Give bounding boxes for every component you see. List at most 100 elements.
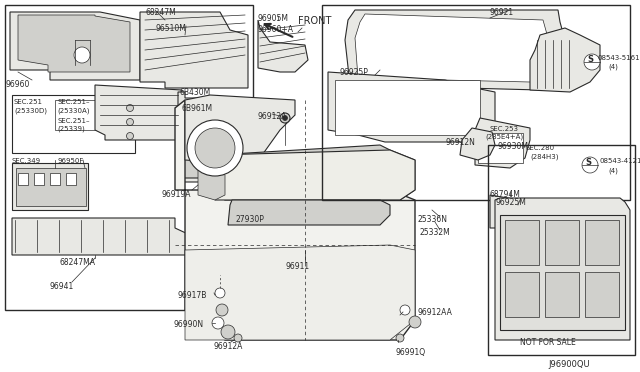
Text: J96900QU: J96900QU — [548, 360, 589, 369]
Circle shape — [282, 115, 287, 121]
Text: 96912A: 96912A — [213, 342, 243, 351]
Bar — [12, 95, 135, 153]
Bar — [335, 80, 480, 135]
Text: 96990N: 96990N — [174, 320, 204, 329]
Circle shape — [195, 128, 235, 168]
Text: 96950F: 96950F — [58, 158, 84, 164]
Bar — [585, 272, 619, 317]
Polygon shape — [198, 165, 225, 200]
Bar — [16, 168, 86, 206]
Text: FRONT: FRONT — [298, 16, 332, 26]
Bar — [66, 173, 76, 185]
Bar — [585, 220, 619, 265]
Bar — [55, 100, 130, 130]
Polygon shape — [175, 100, 415, 340]
Text: (25330A): (25330A) — [57, 107, 90, 113]
Circle shape — [216, 304, 228, 316]
Polygon shape — [140, 12, 248, 88]
Bar — [545, 272, 579, 317]
Text: (284H3): (284H3) — [530, 153, 559, 160]
Text: (4): (4) — [608, 64, 618, 71]
Text: 96905M: 96905M — [258, 14, 289, 23]
Bar — [478, 133, 523, 163]
Polygon shape — [215, 145, 415, 200]
Text: 25336N: 25336N — [418, 215, 448, 224]
Circle shape — [396, 334, 404, 342]
Text: 96930M: 96930M — [498, 142, 529, 151]
Text: 68794M: 68794M — [490, 190, 521, 199]
Polygon shape — [495, 198, 630, 340]
Circle shape — [127, 105, 134, 112]
Text: 08543-51610: 08543-51610 — [598, 55, 640, 61]
Text: 96925M: 96925M — [496, 198, 527, 207]
Text: 25332M: 25332M — [420, 228, 451, 237]
Polygon shape — [178, 92, 252, 182]
Text: SEC.251–: SEC.251– — [57, 118, 90, 124]
Text: 96921: 96921 — [490, 8, 514, 17]
Bar — [505, 220, 539, 265]
Circle shape — [187, 120, 243, 176]
Polygon shape — [182, 108, 248, 178]
Text: (25330D): (25330D) — [14, 107, 47, 113]
Text: (4): (4) — [608, 168, 618, 174]
Text: SEC.349: SEC.349 — [12, 158, 41, 164]
Polygon shape — [530, 28, 600, 92]
Circle shape — [280, 113, 290, 123]
Text: 96911: 96911 — [285, 262, 309, 271]
Text: 96912A: 96912A — [258, 112, 287, 121]
Circle shape — [215, 288, 225, 298]
Text: S: S — [585, 158, 591, 167]
Bar — [5, 5, 253, 310]
Polygon shape — [460, 128, 495, 160]
Polygon shape — [475, 118, 530, 168]
Bar — [505, 272, 539, 317]
Circle shape — [400, 305, 410, 315]
Text: 96917B: 96917B — [178, 291, 207, 300]
Text: SEC.251–: SEC.251– — [57, 99, 90, 105]
Circle shape — [221, 325, 235, 339]
Bar — [34, 173, 44, 185]
Text: 96960: 96960 — [6, 80, 30, 89]
Text: 96912AA: 96912AA — [418, 308, 453, 317]
Text: 96912N: 96912N — [445, 138, 475, 147]
Circle shape — [582, 157, 598, 173]
Text: SEC.251: SEC.251 — [14, 99, 43, 105]
Circle shape — [234, 334, 242, 342]
Text: (285E4+A): (285E4+A) — [485, 134, 523, 141]
Text: 6B961M: 6B961M — [182, 104, 213, 113]
Text: NOT FOR SALE: NOT FOR SALE — [520, 338, 576, 347]
Circle shape — [584, 54, 600, 70]
Text: 08543-41210: 08543-41210 — [600, 158, 640, 164]
Bar — [18, 173, 28, 185]
Text: 96991Q: 96991Q — [395, 348, 425, 357]
Polygon shape — [490, 195, 530, 228]
Text: 96919A: 96919A — [162, 190, 191, 199]
Text: 68247MA: 68247MA — [60, 258, 96, 267]
Circle shape — [127, 119, 134, 125]
Text: 96960+A: 96960+A — [258, 25, 294, 34]
Text: SEC.253: SEC.253 — [490, 126, 519, 132]
Bar — [488, 145, 635, 355]
Bar — [322, 5, 630, 200]
Text: 96941: 96941 — [50, 282, 74, 291]
Circle shape — [127, 132, 134, 140]
Polygon shape — [185, 245, 415, 340]
Bar — [545, 220, 579, 265]
Bar — [500, 215, 625, 330]
Polygon shape — [345, 10, 565, 90]
Polygon shape — [10, 12, 140, 80]
Text: 68247M: 68247M — [145, 8, 176, 17]
Text: S: S — [587, 55, 593, 64]
Text: 96510M: 96510M — [155, 24, 186, 33]
Polygon shape — [228, 200, 390, 225]
Text: (25339): (25339) — [57, 126, 84, 132]
Text: 6B430M: 6B430M — [180, 88, 211, 97]
Circle shape — [74, 47, 90, 63]
Circle shape — [212, 317, 224, 329]
Polygon shape — [12, 163, 88, 210]
Text: 96925P: 96925P — [340, 68, 369, 77]
Circle shape — [409, 316, 421, 328]
Polygon shape — [328, 72, 495, 142]
Polygon shape — [185, 95, 295, 165]
Polygon shape — [18, 15, 130, 72]
